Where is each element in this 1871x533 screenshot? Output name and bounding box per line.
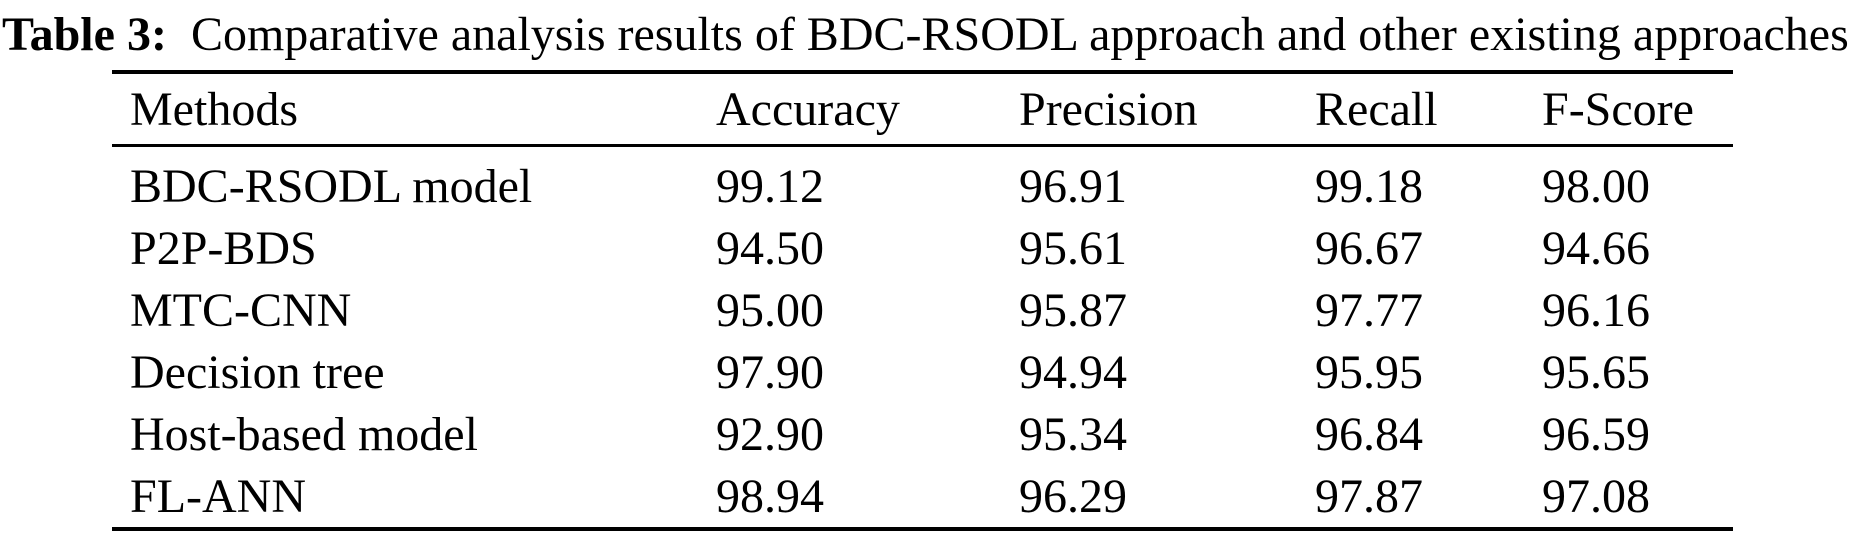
method-cell: MTC-CNN: [130, 283, 352, 337]
column-header-accuracy: Accuracy: [716, 72, 1019, 147]
method-cell: Decision tree: [130, 345, 385, 399]
value-cell: 98.94: [716, 469, 824, 523]
value-cell: 97.77: [1315, 283, 1423, 337]
value-cell: 96.91: [1019, 159, 1127, 213]
results-table-body: BDC-RSODL model 99.12 96.91 99.18 98.00 P2P-B…: [112, 146, 1733, 530]
value-cell: 97.08: [1542, 469, 1650, 523]
value-cell: 94.94: [1019, 345, 1127, 399]
table-row: MTC-CNN 95.00 95.87 97.77 96.16: [112, 279, 1733, 341]
value-cell: 98.00: [1542, 159, 1650, 213]
value-cell: 94.50: [716, 221, 824, 275]
table-row: FL-ANN 98.94 96.29 97.87 97.08: [112, 465, 1733, 529]
table-row: P2P-BDS 94.50 95.61 96.67 94.66: [112, 217, 1733, 279]
value-cell: 96.29: [1019, 469, 1127, 523]
value-cell: 95.65: [1542, 345, 1650, 399]
results-table: Methods Accuracy Precision Recall F-Score BD…: [112, 70, 1733, 531]
method-cell: Host-based model: [130, 407, 478, 461]
value-cell: 92.90: [716, 407, 824, 461]
method-cell: P2P-BDS: [130, 221, 317, 275]
value-cell: 95.00: [716, 283, 824, 337]
value-cell: 97.87: [1315, 469, 1423, 523]
table-caption: Table 3: Comparative analysis results of …: [0, 0, 1871, 70]
value-cell: 96.84: [1315, 407, 1423, 461]
column-header-recall: Recall: [1315, 72, 1542, 147]
value-cell: 99.18: [1315, 159, 1423, 213]
value-cell: 95.34: [1019, 407, 1127, 461]
value-cell: 96.59: [1542, 407, 1650, 461]
header-row: Methods Accuracy Precision Recall F-Score: [112, 72, 1733, 147]
table-caption-text: Comparative analysis results of BDC-RSOD…: [190, 8, 1849, 61]
table-row: Host-based model 92.90 95.34 96.84 96.59: [112, 403, 1733, 465]
column-header-f-score: F-Score: [1542, 72, 1733, 147]
column-header-precision: Precision: [1019, 72, 1315, 147]
value-cell: 96.67: [1315, 221, 1423, 275]
value-cell: 95.61: [1019, 221, 1127, 275]
method-cell: BDC-RSODL model: [130, 159, 533, 213]
table-row: Decision tree 97.90 94.94 95.95 95.65: [112, 341, 1733, 403]
value-cell: 99.12: [716, 159, 824, 213]
value-cell: 95.95: [1315, 345, 1423, 399]
value-cell: 97.90: [716, 345, 824, 399]
table-caption-label: Table 3:: [2, 8, 167, 61]
table-row: BDC-RSODL model 99.12 96.91 99.18 98.00: [112, 146, 1733, 218]
method-cell: FL-ANN: [130, 469, 306, 523]
value-cell: 96.16: [1542, 283, 1650, 337]
value-cell: 95.87: [1019, 283, 1127, 337]
column-header-methods: Methods: [112, 72, 716, 147]
value-cell: 94.66: [1542, 221, 1650, 275]
